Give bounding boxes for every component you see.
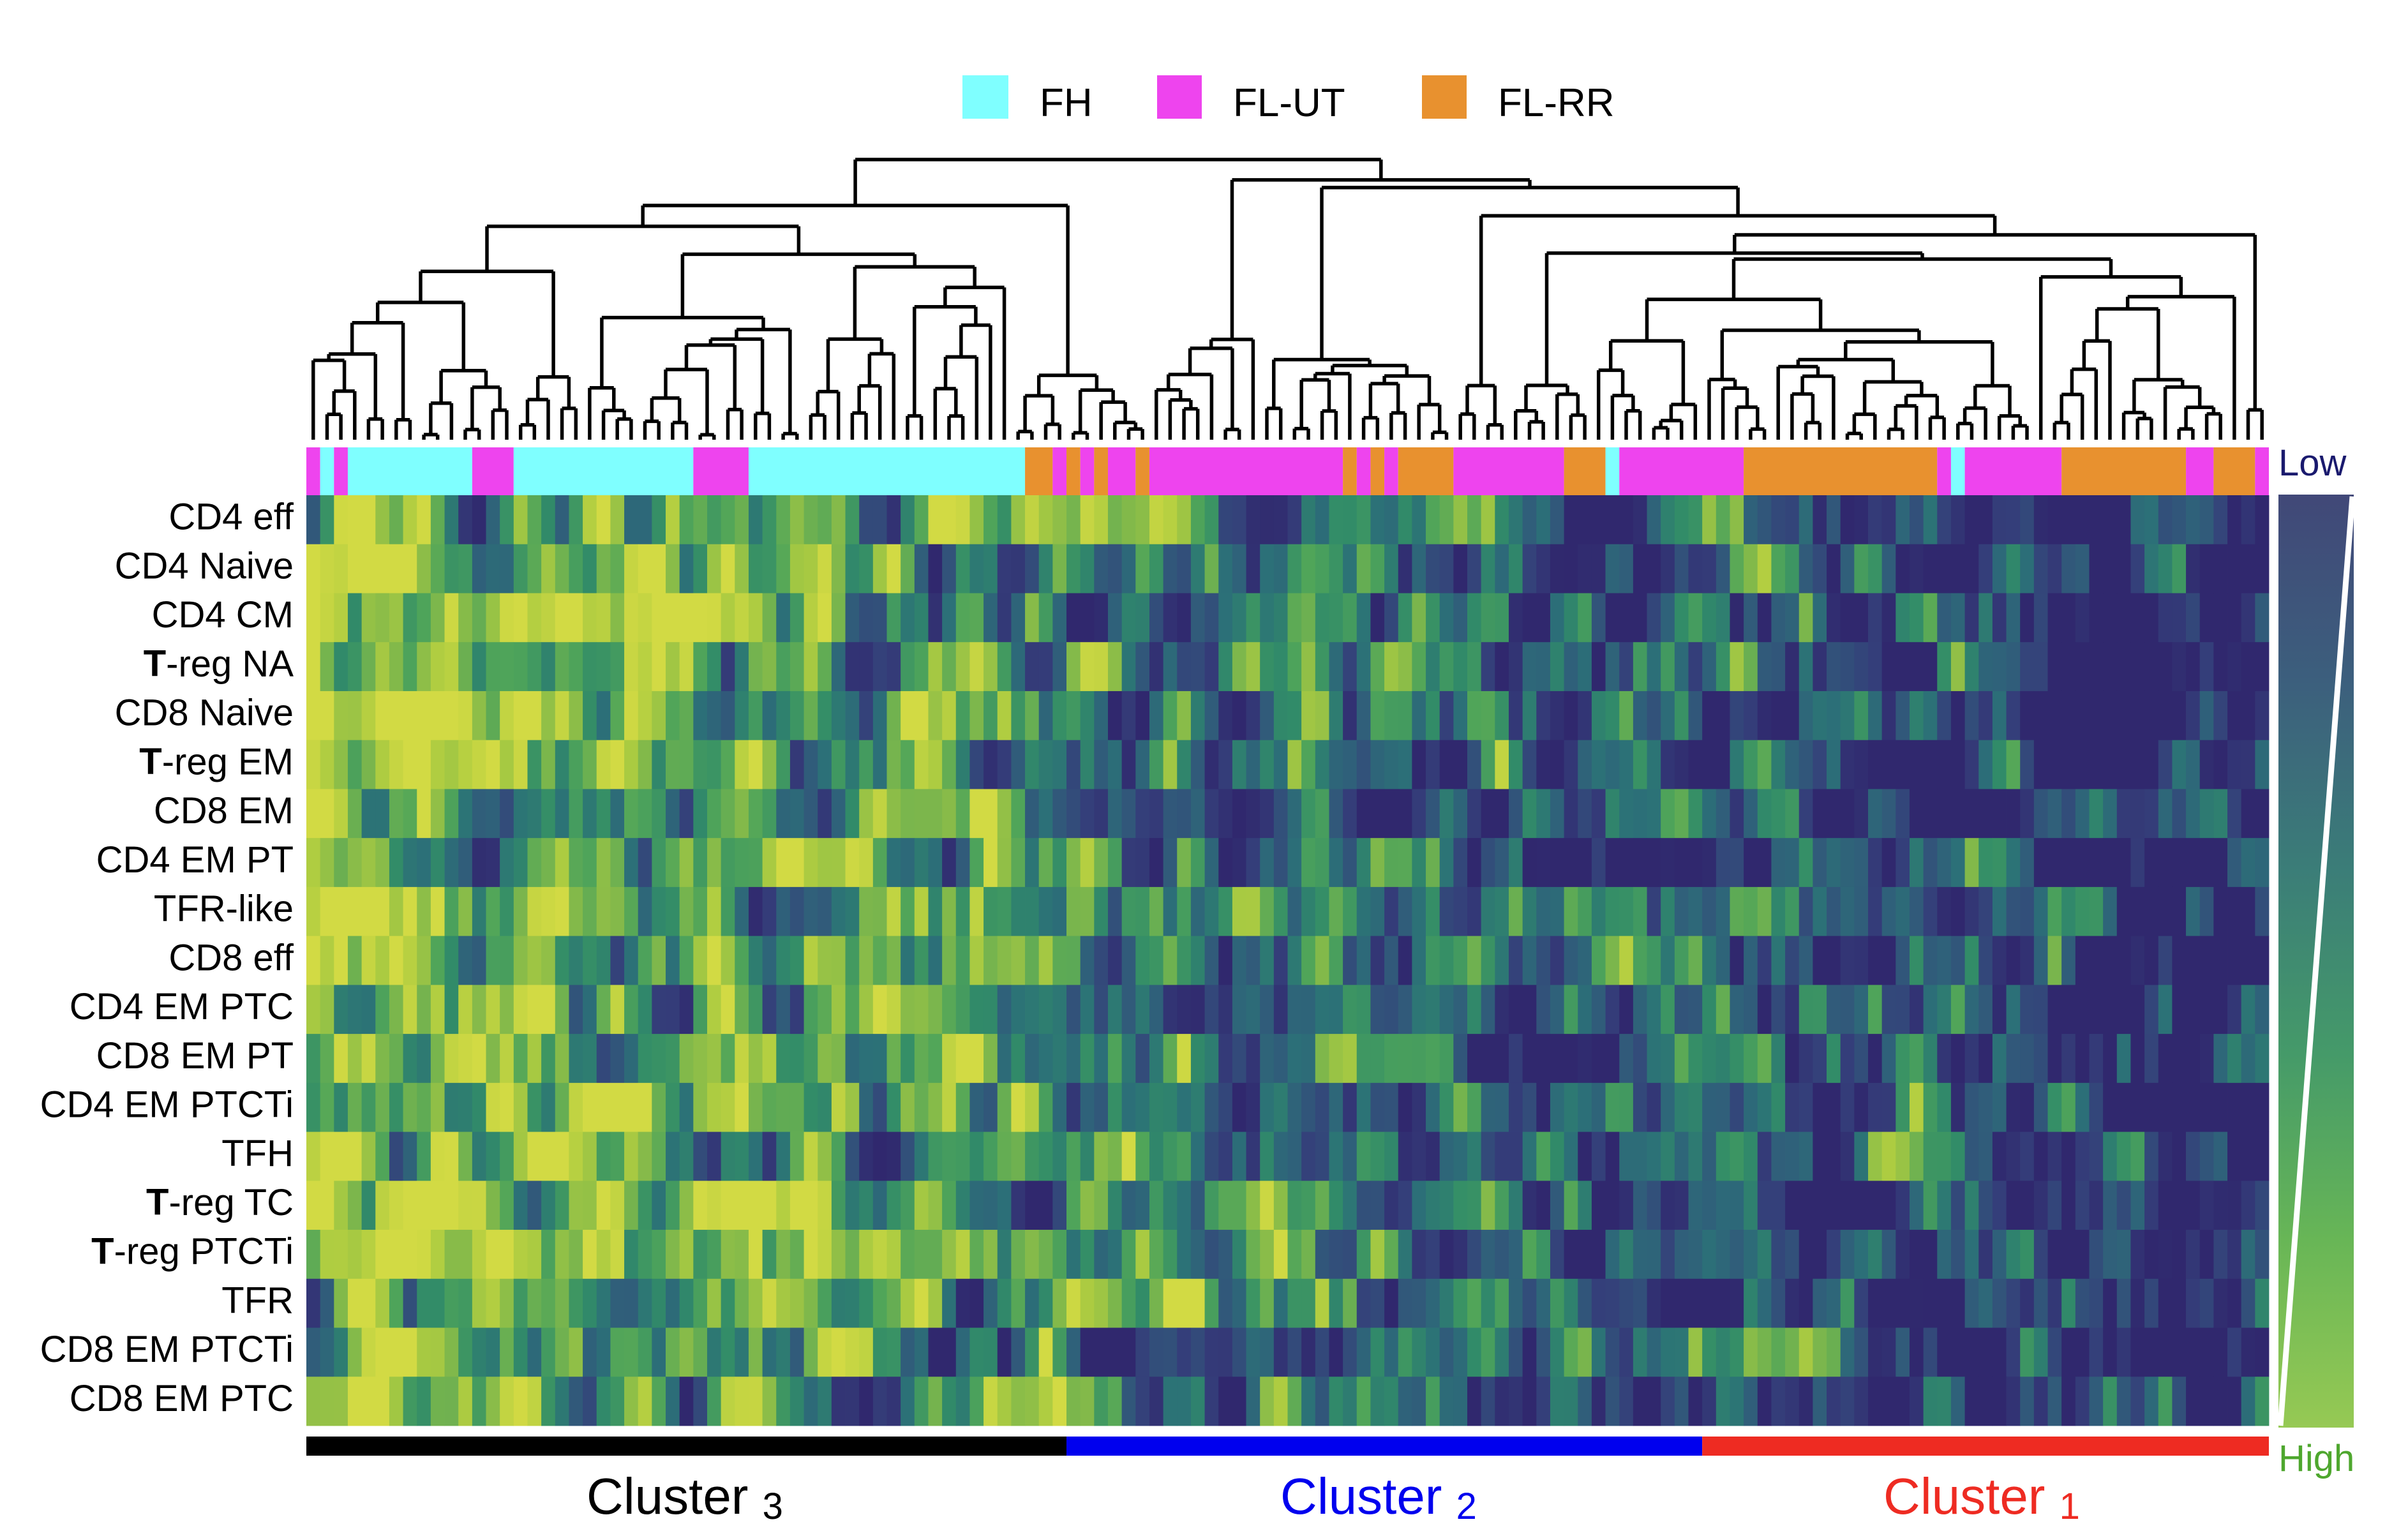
svg-text:CD4 EM PT: CD4 EM PT [96, 839, 294, 881]
svg-text:CD8 EM: CD8 EM [154, 790, 294, 832]
svg-text:FL-UT: FL-UT [1233, 81, 1345, 125]
svg-text:TFR-like: TFR-like [154, 888, 294, 930]
svg-text:Cluster 2: Cluster 2 [1280, 1468, 1477, 1527]
svg-text:CD4 EM PTC: CD4 EM PTC [70, 986, 294, 1027]
svg-text:TFH: TFH [221, 1133, 294, 1174]
svg-text:Low: Low [2278, 442, 2347, 484]
svg-text:CD4 Naive: CD4 Naive [115, 545, 294, 586]
svg-text:CD4 EM PTCTi: CD4 EM PTCTi [40, 1084, 294, 1126]
svg-text:CD8 Naive: CD8 Naive [115, 692, 294, 734]
svg-text:CD4 CM: CD4 CM [152, 594, 294, 636]
svg-text:CD8 EM PTCTi: CD8 EM PTCTi [40, 1329, 294, 1370]
svg-text:TFR: TFR [221, 1280, 294, 1322]
svg-text:Cluster 1: Cluster 1 [1883, 1468, 2080, 1527]
svg-text:T-reg EM: T-reg EM [139, 741, 294, 782]
svg-text:T-reg PTCTi: T-reg PTCTi [91, 1231, 294, 1273]
svg-text:FH: FH [1040, 81, 1093, 125]
svg-text:CD8 EM PTC: CD8 EM PTC [70, 1378, 294, 1419]
svg-text:T-reg TC: T-reg TC [146, 1182, 294, 1223]
svg-text:High: High [2278, 1438, 2354, 1479]
svg-text:CD4 eff: CD4 eff [168, 496, 294, 538]
svg-text:CD8 eff: CD8 eff [168, 937, 294, 978]
svg-text:FL-RR: FL-RR [1498, 81, 1615, 125]
svg-text:Cluster 3: Cluster 3 [587, 1468, 783, 1527]
svg-text:CD8 EM PT: CD8 EM PT [96, 1035, 294, 1077]
svg-text:T-reg NA: T-reg NA [144, 643, 294, 685]
